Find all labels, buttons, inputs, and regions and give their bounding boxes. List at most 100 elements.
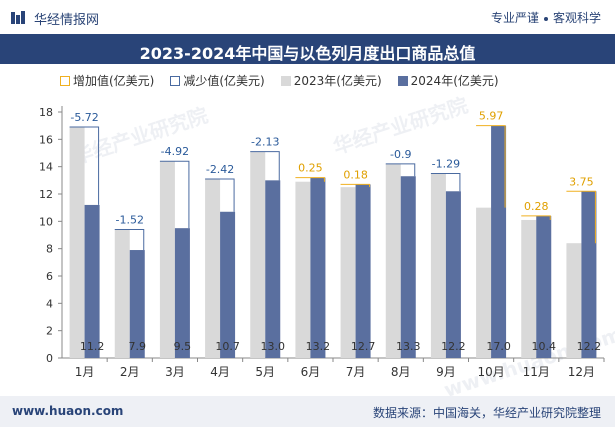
bar-2023-3 [205,178,221,358]
bar-2024-2 [174,228,190,358]
y-tick-label-2: 4 [46,297,53,310]
change-label-4: -2.13 [251,136,279,149]
bar-2023-2 [159,161,175,358]
legend-swatch-2023 [280,75,291,86]
x-tick-label-5: 6月 [301,365,321,379]
logo-icon [11,11,25,24]
bar-2023-5 [295,181,311,358]
top-bar: 华经情报网 专业严谨 客观科学 [0,0,615,34]
change-label-3: -2.42 [206,163,234,176]
legend-label-decrease: 减少值(亿美元) [183,74,265,88]
bar-2023-9 [476,207,492,358]
value-label-2024-7: 13.3 [396,340,421,353]
value-label-2024-1: 7.9 [129,340,147,353]
x-tick-label-9: 10月 [477,365,504,379]
x-tick-label-6: 7月 [346,365,366,379]
x-tick-label-2: 3月 [165,365,185,379]
change-label-9: 5.97 [479,110,504,123]
x-tick-label-1: 2月 [120,365,140,379]
bar-2023-8 [430,173,446,358]
x-tick-label-4: 5月 [255,365,275,379]
title-bar: 2023-2024年中国与以色列月度出口商品总值 [0,34,615,64]
bar-2023-6 [340,187,356,358]
change-label-0: -5.72 [70,111,98,124]
change-bracket-7 [385,163,416,177]
bar-2023-7 [385,163,401,358]
value-label-2024-6: 12.7 [351,340,376,353]
y-tick-label-4: 8 [46,243,53,256]
x-tick-label-11: 12月 [568,365,595,379]
bar-chart: 0 2 4 6 8 10 12 14 16 18 -5.72 11.2 1月 -1.52 7.9 2月 -4.9… [39,106,605,379]
value-label-2024-3: 10.7 [215,340,240,353]
value-label-2024-5: 13.2 [306,340,331,353]
bar-2024-9 [491,125,507,358]
y-tick-label-1: 2 [46,325,53,338]
x-tick-label-8: 9月 [436,365,456,379]
legend-item-2023: 2023年(亿美元) [280,72,382,89]
bar-2024-7 [400,176,416,358]
value-label-2024-0: 11.2 [80,340,105,353]
change-label-5: 0.25 [298,162,323,175]
legend-swatch-increase [60,75,70,86]
change-bracket-8 [430,173,461,192]
y-tick-label-3: 6 [46,270,53,283]
value-label-2024-9: 17.0 [486,340,511,353]
bar-2024-3 [220,211,236,358]
brand-name: 华经情报网 [34,13,100,28]
change-bracket-10 [521,215,551,220]
legend-label-increase: 增加值(亿美元) [73,74,155,88]
bar-2024-6 [355,184,371,358]
change-label-10: 0.28 [524,200,549,213]
bar-2023-10 [521,219,537,358]
footer: www.huaon.com 数据来源：中国海关，华经产业研究院整理 [0,396,615,427]
bar-2024-0 [84,204,100,358]
change-bracket-3 [205,178,235,212]
bar-2023-1 [114,229,130,358]
legend-item-increase: 增加值(亿美元) [60,72,154,89]
y-tick-label-7: 14 [39,161,53,174]
change-bracket-9 [476,125,506,208]
x-tick-label-3: 4月 [210,365,230,379]
value-label-2024-4: 13.0 [261,340,286,353]
y-tick-label-0: 0 [46,352,53,365]
value-label-2024-8: 12.2 [441,340,466,353]
bar-2023-11 [566,243,582,358]
y-tick-label-5: 10 [39,215,53,228]
y-tick-label-6: 12 [39,188,53,201]
tagline-right: 客观科学 [552,11,601,25]
legend-swatch-decrease [170,75,181,86]
change-label-2: -4.92 [161,145,189,158]
footer-source: 数据来源：中国海关，华经产业研究院整理 [372,406,601,420]
chart-legend: 增加值(亿美元) 减少值(亿美元) 2023年(亿美元) 2024年(亿美元) [60,72,499,89]
bar-2024-11 [581,191,597,358]
tagline: 专业严谨 客观科学 [491,9,601,26]
bar-2024-8 [445,191,461,358]
tagline-left: 专业严谨 [490,11,539,25]
change-bracket-1 [114,229,145,251]
legend-swatch-2024 [397,75,408,86]
bar-2024-10 [536,215,552,358]
legend-item-2024: 2024年(亿美元) [397,72,499,89]
change-label-1: -1.52 [116,214,144,227]
x-tick-label-0: 1月 [75,365,95,379]
chart-title: 2023-2024年中国与以色列月度出口商品总值 [139,44,476,63]
bar-2023-4 [250,151,266,358]
value-label-2024-10: 10.4 [532,340,557,353]
x-tick-label-7: 8月 [391,365,411,379]
change-label-7: -0.9 [390,148,411,161]
change-bracket-5 [295,177,325,182]
dot-separator [543,16,548,21]
change-bracket-0 [69,126,100,205]
x-tick-label-10: 11月 [523,365,550,379]
change-bracket-4 [250,151,280,181]
bar-2024-5 [310,177,326,358]
bar-2024-1 [129,250,145,358]
bar-2023-0 [69,127,85,359]
change-label-11: 3.75 [569,175,594,188]
legend-item-decrease: 减少值(亿美元) [170,72,265,89]
bar-2024-4 [265,180,281,358]
change-label-8: -1.29 [432,158,460,171]
change-label-6: 0.18 [343,168,368,181]
y-tick-label-8: 16 [39,133,53,146]
change-bracket-2 [159,160,190,229]
